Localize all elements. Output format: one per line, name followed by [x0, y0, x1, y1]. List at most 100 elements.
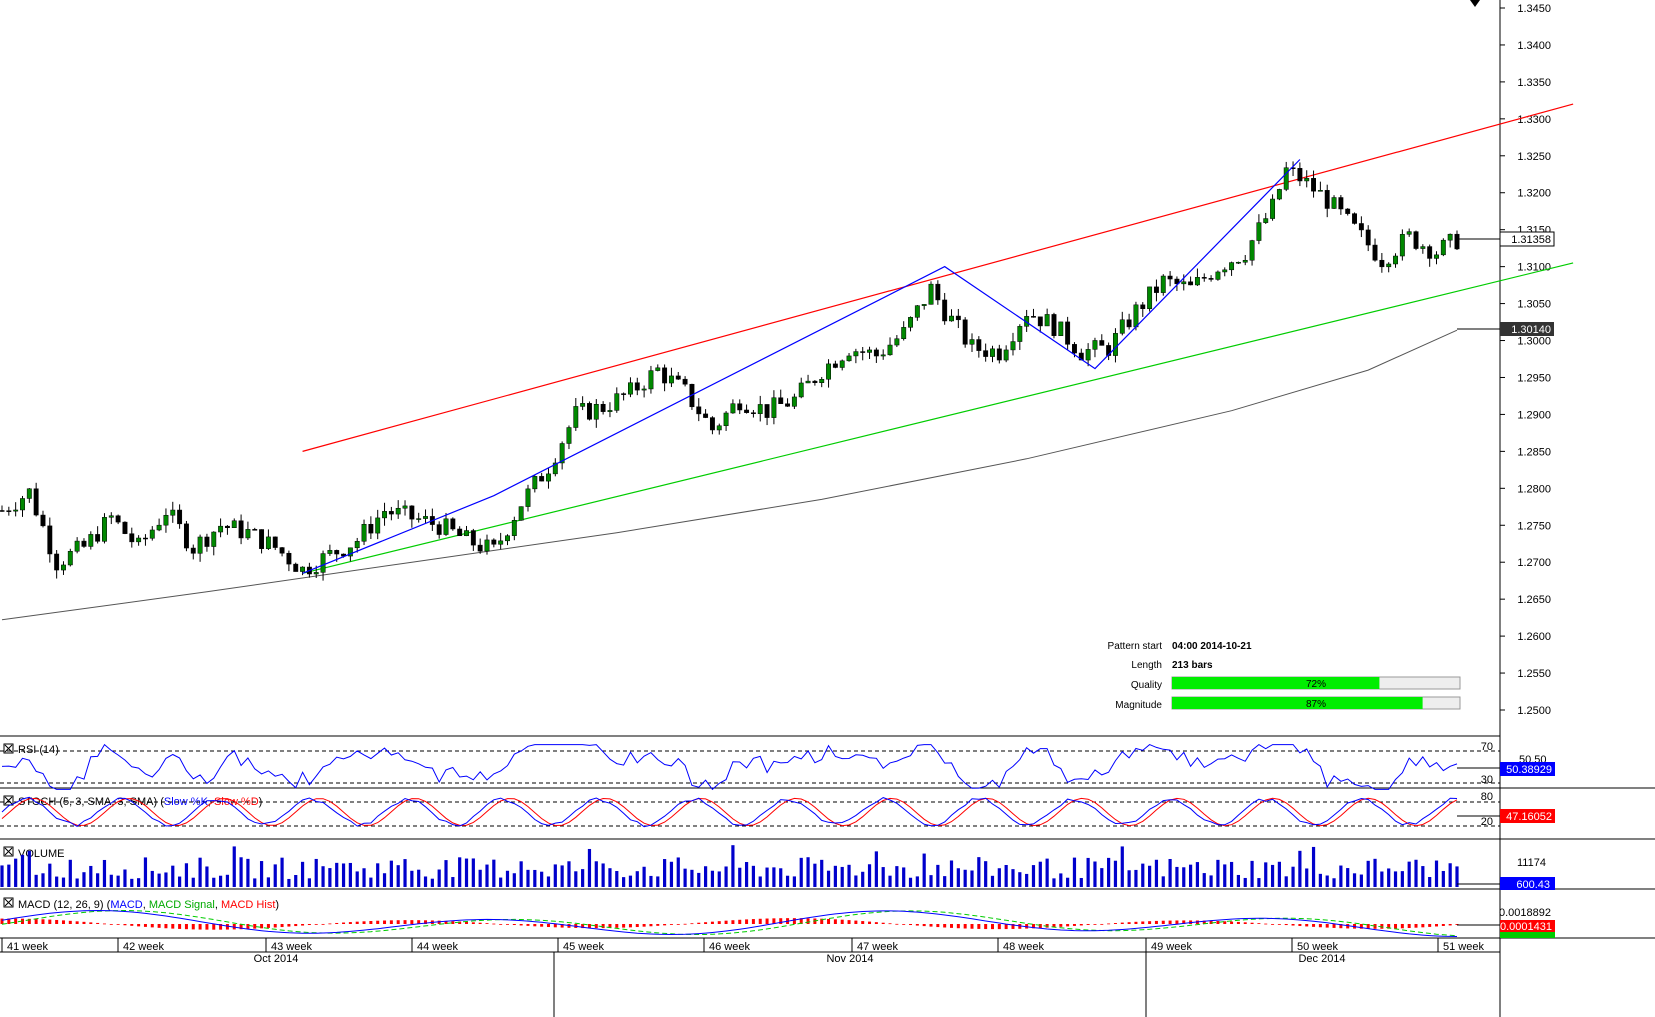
volume-bar — [157, 873, 161, 887]
macd-sep: , — [143, 899, 149, 911]
macd-hist-bar — [492, 923, 496, 925]
volume-bar — [888, 875, 892, 887]
volume-bar — [1270, 864, 1275, 887]
candle-body — [1208, 278, 1214, 280]
macd-hist-bar — [710, 921, 714, 924]
candle-body — [1126, 319, 1132, 328]
volume-panel: VOLUME 11174 600.43 — [0, 845, 1555, 891]
rsi-70-label: 70 — [1481, 741, 1493, 753]
candle-body — [1311, 178, 1316, 192]
candle-body — [505, 535, 510, 542]
volume-bar — [1352, 873, 1357, 887]
volume-bar — [123, 869, 127, 887]
stoch-k-legend: Slow %K — [164, 796, 209, 808]
candle-body — [1297, 168, 1303, 182]
volume-bar — [0, 865, 4, 887]
macd-hist-bar — [137, 924, 141, 927]
volume-bar — [615, 871, 619, 887]
candle-body — [1092, 340, 1098, 350]
volume-bar — [116, 875, 120, 887]
candle-body — [546, 473, 551, 482]
price-tick-label: 1.3400 — [1517, 40, 1551, 52]
volume-bar — [212, 877, 216, 887]
macd-hist-bar — [102, 923, 106, 925]
volume-bar — [1236, 874, 1241, 887]
candle-body — [218, 525, 224, 533]
candle-body — [61, 564, 66, 571]
volume-bar — [970, 870, 974, 887]
time-axis: 41 week 42 week 43 week 44 week 45 week 46 we… — [0, 938, 1500, 1017]
candle-body — [1393, 255, 1398, 265]
macd-hist-bar — [731, 920, 735, 924]
volume-bar — [266, 877, 271, 887]
volume-bar — [171, 865, 175, 887]
volume-bar — [1052, 878, 1056, 887]
macd-hist-bar — [1236, 921, 1240, 924]
macd-hist-bar — [225, 924, 229, 930]
macd-hist-bar — [1182, 920, 1186, 924]
volume-bar — [471, 858, 475, 887]
candle-body — [149, 529, 155, 539]
macd-hist-bar — [48, 919, 52, 924]
macd-hist-bar — [526, 924, 530, 926]
volume-bar — [184, 863, 189, 887]
volume-bar — [922, 853, 926, 887]
candle-body — [867, 349, 872, 353]
month-label: Oct 2014 — [254, 953, 299, 965]
macd-hist-bar — [601, 924, 605, 929]
macd-hist-bar — [512, 924, 516, 926]
macd-hist-bar — [1141, 921, 1145, 924]
rsi-value: 50.38929 — [1506, 764, 1552, 776]
candle-body — [648, 370, 654, 390]
current-price-box — [1499, 231, 1555, 247]
volume-bar — [143, 857, 148, 887]
price-tick-label: 1.3350 — [1517, 77, 1551, 89]
candle-body — [1065, 321, 1071, 345]
macd-hist-bar — [840, 919, 844, 924]
volume-bar — [314, 858, 318, 887]
macd-hist-bar — [984, 924, 988, 930]
candle-body — [74, 540, 80, 552]
volume-bar — [48, 863, 52, 887]
macd-hist-bar — [198, 924, 202, 930]
volume-bar — [423, 876, 428, 887]
stoch-value: 47.16052 — [1506, 811, 1552, 823]
volume-title: VOLUME — [18, 848, 64, 860]
candle-body — [928, 283, 934, 305]
candle-body — [498, 540, 504, 545]
candle-body — [259, 529, 265, 549]
candle-body — [832, 363, 838, 368]
candle-body — [170, 509, 176, 516]
volume-bar — [1414, 859, 1418, 887]
macd-hist-bar — [1291, 924, 1295, 926]
macd-hist-bar — [997, 924, 1001, 930]
candle-body — [231, 520, 237, 529]
candle-body — [1017, 326, 1023, 342]
macd-hist-bar — [14, 918, 18, 924]
macd-hist-bar — [68, 920, 72, 924]
candle-body — [470, 530, 476, 546]
volume-bar — [246, 858, 250, 887]
candle-body — [1276, 189, 1282, 200]
candle-body — [491, 539, 497, 545]
volume-bar — [444, 860, 448, 887]
volume-bar — [1209, 875, 1213, 887]
rsi-30-label: 30 — [1481, 774, 1493, 786]
volume-bar — [1305, 868, 1309, 887]
triangle-down-icon[interactable] — [1470, 0, 1480, 7]
candle-body — [129, 533, 135, 543]
macd-hist-bar — [1127, 922, 1131, 924]
macd-hist-bar — [1271, 924, 1275, 925]
volume-bar — [417, 869, 421, 887]
volume-bar — [403, 859, 407, 887]
volume-bar — [1154, 859, 1159, 887]
macd-hist-bar — [239, 924, 243, 930]
volume-bar — [560, 865, 564, 887]
candle-body — [1153, 286, 1159, 293]
pattern-start-value: 04:00 2014-10-21 — [1172, 641, 1252, 652]
rsi-title: RSI (14) — [18, 744, 59, 756]
month-label: Nov 2014 — [826, 953, 873, 965]
magnitude-label: Magnitude — [1115, 700, 1162, 711]
volume-bar — [1434, 860, 1439, 887]
candle-body — [723, 412, 729, 427]
